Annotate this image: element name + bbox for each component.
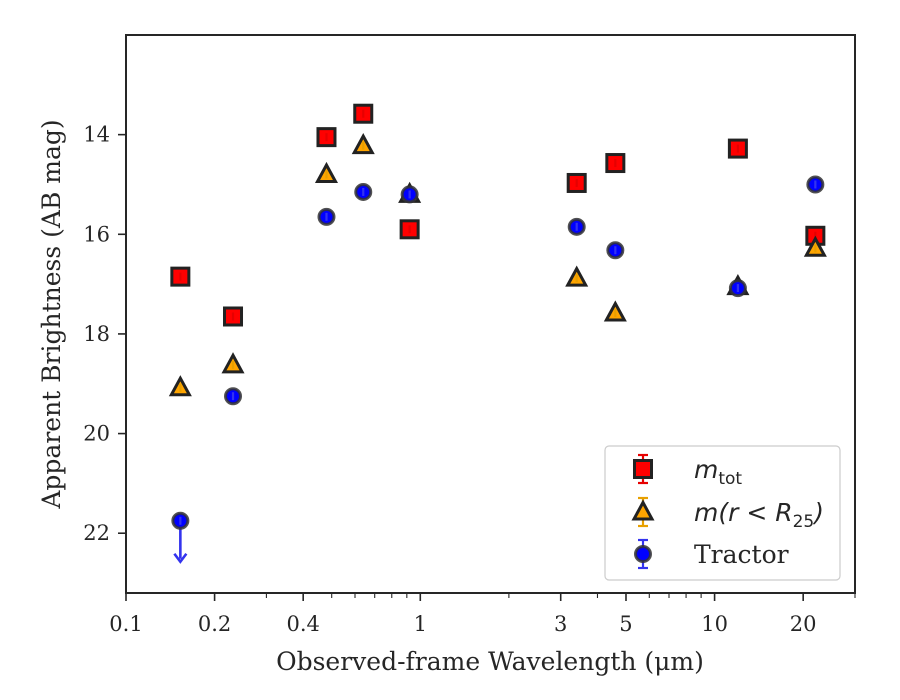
y-tick-label: 18 [83, 322, 110, 346]
x-tick-label: 3 [554, 612, 567, 636]
legend-label-mtot-main: m [694, 455, 718, 484]
x-tick-label: 1 [414, 612, 427, 636]
points-layer [168, 103, 827, 564]
legend-marker-mtot [633, 459, 653, 479]
legend-label-mtot: mtot [694, 455, 742, 489]
x-axis-title: Observed-frame Wavelength (μm) [276, 647, 704, 676]
x-tick-label: 0.4 [286, 612, 319, 636]
legend-marker-tractor [634, 545, 652, 563]
y-tick-label: 16 [83, 222, 110, 246]
ticks-layer: 0.1 0.2 0.4 1 3 5 10 20 14 16 18 20 22 [83, 123, 856, 636]
x-tick-label: 5 [619, 612, 632, 636]
legend-label-mr25-close: ) [812, 498, 824, 527]
legend-label-mr25: m(r < R25) [694, 498, 824, 532]
legend-label-mr25-main: m(r < R [694, 498, 793, 527]
legend-label-mtot-sub: tot [718, 469, 742, 489]
legend-markers [631, 453, 655, 570]
x-tick-label: 10 [701, 612, 728, 636]
legend: mtot m(r < R25) Tractor [604, 445, 841, 581]
x-tick-label: 20 [790, 612, 817, 636]
x-tick-label: 0.2 [198, 612, 231, 636]
legend-label-tractor: Tractor [694, 540, 789, 569]
upper-limit-arrowhead [173, 552, 188, 564]
series-tractor [171, 175, 825, 564]
y-tick-label: 20 [83, 422, 110, 446]
legend-marker-mr25 [631, 499, 655, 521]
x-tick-label: 0.1 [109, 612, 142, 636]
legend-label-mr25-sub: 25 [793, 512, 815, 532]
legend-frame [604, 445, 841, 581]
series-mr25 [168, 132, 827, 397]
plot-frame [125, 34, 856, 594]
y-tick-label: 22 [83, 521, 110, 545]
series-mtot [170, 103, 826, 327]
y-axis-title: Apparent Brightness (AB mag) [37, 119, 66, 509]
y-tick-label: 14 [83, 123, 110, 147]
